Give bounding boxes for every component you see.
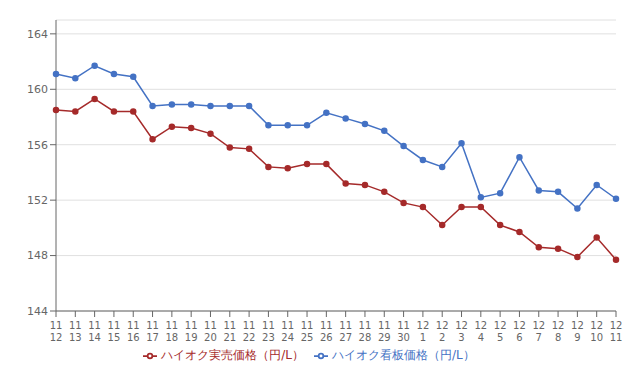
svg-text:1113: 1113 xyxy=(69,320,82,343)
svg-text:1124: 1124 xyxy=(281,320,294,343)
svg-text:1128: 1128 xyxy=(359,320,372,343)
svg-text:1126: 1126 xyxy=(320,320,333,343)
svg-text:1117: 1117 xyxy=(146,320,159,343)
svg-text:127: 127 xyxy=(532,320,545,343)
svg-text:1114: 1114 xyxy=(88,320,101,343)
svg-text:160: 160 xyxy=(27,83,48,96)
svg-text:121: 121 xyxy=(417,320,430,343)
svg-text:1130: 1130 xyxy=(397,320,410,343)
svg-text:144: 144 xyxy=(27,305,48,318)
svg-text:156: 156 xyxy=(27,139,48,152)
svg-text:1129: 1129 xyxy=(378,320,391,343)
svg-text:1119: 1119 xyxy=(185,320,198,343)
svg-text:1123: 1123 xyxy=(262,320,275,343)
svg-text:125: 125 xyxy=(494,320,507,343)
svg-text:1211: 1211 xyxy=(610,320,623,343)
svg-text:1116: 1116 xyxy=(127,320,140,343)
svg-text:1127: 1127 xyxy=(339,320,352,343)
svg-text:148: 148 xyxy=(27,249,48,262)
html-text:ハイオク実売価格（円/L）: ハイオク実売価格（円/L） xyxy=(161,348,304,362)
svg-text:126: 126 xyxy=(513,320,526,343)
svg-text:124: 124 xyxy=(474,320,487,343)
svg-text:122: 122 xyxy=(436,320,449,343)
svg-text:1112: 1112 xyxy=(50,320,63,343)
svg-text:1125: 1125 xyxy=(301,320,314,343)
svg-text:129: 129 xyxy=(571,320,584,343)
svg-text:128: 128 xyxy=(552,320,565,343)
svg-text:1210: 1210 xyxy=(590,320,603,343)
html-text:ハイオク看板価格（円/L）: ハイオク看板価格（円/L） xyxy=(332,348,475,362)
svg-text:1122: 1122 xyxy=(243,320,256,343)
svg-text:1120: 1120 xyxy=(204,320,217,343)
svg-text:1121: 1121 xyxy=(223,320,236,343)
svg-text:1115: 1115 xyxy=(108,320,121,343)
svg-text:164: 164 xyxy=(27,28,48,41)
svg-text:123: 123 xyxy=(455,320,468,343)
svg-text:1118: 1118 xyxy=(165,320,178,343)
svg-text:152: 152 xyxy=(27,194,48,207)
